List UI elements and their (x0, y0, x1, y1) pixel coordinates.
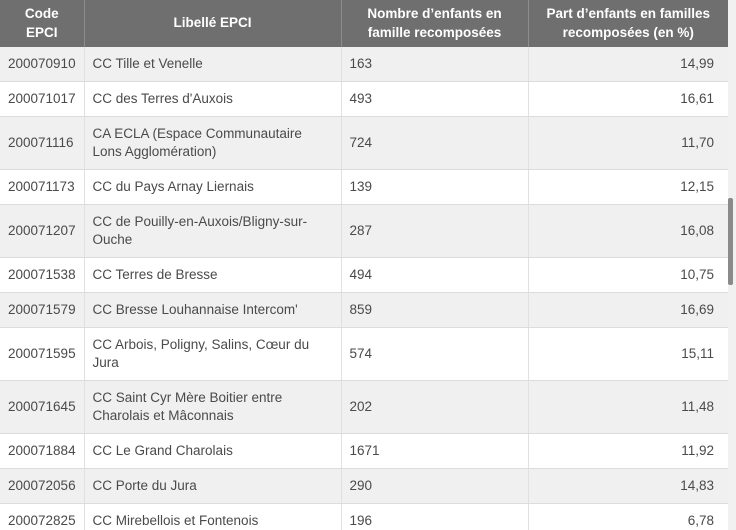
cell-part: 11,48 (527, 380, 728, 434)
table-row: 200071579 CC Bresse Louhannaise Intercom'… (0, 292, 728, 328)
table-row: 200072056 CC Porte du Jura 290 14,83 (0, 468, 728, 504)
cell-part: 14,83 (527, 468, 728, 504)
cell-code: 200072825 (0, 503, 84, 530)
cell-nombre: 724 (340, 116, 528, 170)
cell-part: 16,69 (527, 292, 728, 328)
cell-nombre: 574 (340, 327, 528, 381)
table-header: Code EPCI Libellé EPCI Nombre d’enfants … (0, 0, 728, 47)
cell-libelle: CC Bresse Louhannaise Intercom' (83, 292, 341, 328)
cell-code: 200071017 (0, 81, 84, 117)
cell-libelle: CC de Pouilly-en-Auxois/Bligny-sur-Ouche (83, 204, 341, 258)
cell-nombre: 139 (340, 169, 528, 205)
column-header-part-enfants: Part d’enfants en familles recomposées (… (527, 0, 728, 47)
vertical-scrollbar[interactable] (728, 0, 736, 530)
cell-libelle: CA ECLA (Espace Communautaire Lons Agglo… (83, 116, 341, 170)
cell-code: 200071173 (0, 169, 84, 205)
cell-code: 200071645 (0, 380, 84, 434)
cell-code: 200071884 (0, 433, 84, 469)
cell-nombre: 202 (340, 380, 528, 434)
cell-libelle: CC Terres de Bresse (83, 257, 341, 293)
scrollbar-thumb[interactable] (728, 198, 733, 285)
cell-libelle: CC Mirebellois et Fontenois (83, 503, 341, 530)
cell-part: 12,15 (527, 169, 728, 205)
cell-nombre: 859 (340, 292, 528, 328)
cell-code: 200070910 (0, 47, 84, 82)
table-row: 200070910 CC Tille et Venelle 163 14,99 (0, 47, 728, 82)
cell-nombre: 287 (340, 204, 528, 258)
cell-nombre: 163 (340, 47, 528, 82)
cell-nombre: 493 (340, 81, 528, 117)
table-row: 200071595 CC Arbois, Poligny, Salins, Cœu… (0, 327, 728, 381)
cell-nombre: 1671 (340, 433, 528, 469)
table-row: 200071538 CC Terres de Bresse 494 10,75 (0, 257, 728, 293)
cell-libelle: CC Arbois, Poligny, Salins, Cœur du Jura (83, 327, 341, 381)
cell-part: 16,08 (527, 204, 728, 258)
cell-code: 200071538 (0, 257, 84, 293)
table-row: 200072825 CC Mirebellois et Fontenois 196 6… (0, 503, 728, 530)
cell-libelle: CC du Pays Arnay Liernais (83, 169, 341, 205)
table-row: 200071173 CC du Pays Arnay Liernais 139 12,… (0, 169, 728, 205)
table-row: 200071884 CC Le Grand Charolais 1671 11,92 (0, 433, 728, 469)
cell-code: 200072056 (0, 468, 84, 504)
cell-part: 11,70 (527, 116, 728, 170)
cell-nombre: 494 (340, 257, 528, 293)
cell-part: 10,75 (527, 257, 728, 293)
cell-part: 6,78 (527, 503, 728, 530)
table-row: 200071207 CC de Pouilly-en-Auxois/Bligny-… (0, 204, 728, 258)
cell-part: 11,92 (527, 433, 728, 469)
column-header-nombre-enfants: Nombre d’enfants en famille recomposées (340, 0, 528, 47)
table-row: 200071645 CC Saint Cyr Mère Boitier entre… (0, 380, 728, 434)
cell-libelle: CC des Terres d'Auxois (83, 81, 341, 117)
table-row: 200071017 CC des Terres d'Auxois 493 16,61 (0, 81, 728, 117)
cell-libelle: CC Porte du Jura (83, 468, 341, 504)
cell-code: 200071116 (0, 116, 84, 170)
cell-libelle: CC Saint Cyr Mère Boitier entre Charolai… (83, 380, 341, 434)
cell-part: 14,99 (527, 47, 728, 82)
column-header-code-epci: Code EPCI (0, 0, 84, 47)
cell-nombre: 290 (340, 468, 528, 504)
cell-libelle: CC Tille et Venelle (83, 47, 341, 82)
cell-part: 16,61 (527, 81, 728, 117)
cell-code: 200071207 (0, 204, 84, 258)
cell-code: 200071579 (0, 292, 84, 328)
cell-libelle: CC Le Grand Charolais (83, 433, 341, 469)
table-row: 200071116 CA ECLA (Espace Communautaire L… (0, 116, 728, 170)
cell-part: 15,11 (527, 327, 728, 381)
table-body: 200070910 CC Tille et Venelle 163 14,99 2000… (0, 47, 728, 530)
cell-nombre: 196 (340, 503, 528, 530)
cell-code: 200071595 (0, 327, 84, 381)
column-header-libelle-epci: Libellé EPCI (83, 0, 341, 47)
